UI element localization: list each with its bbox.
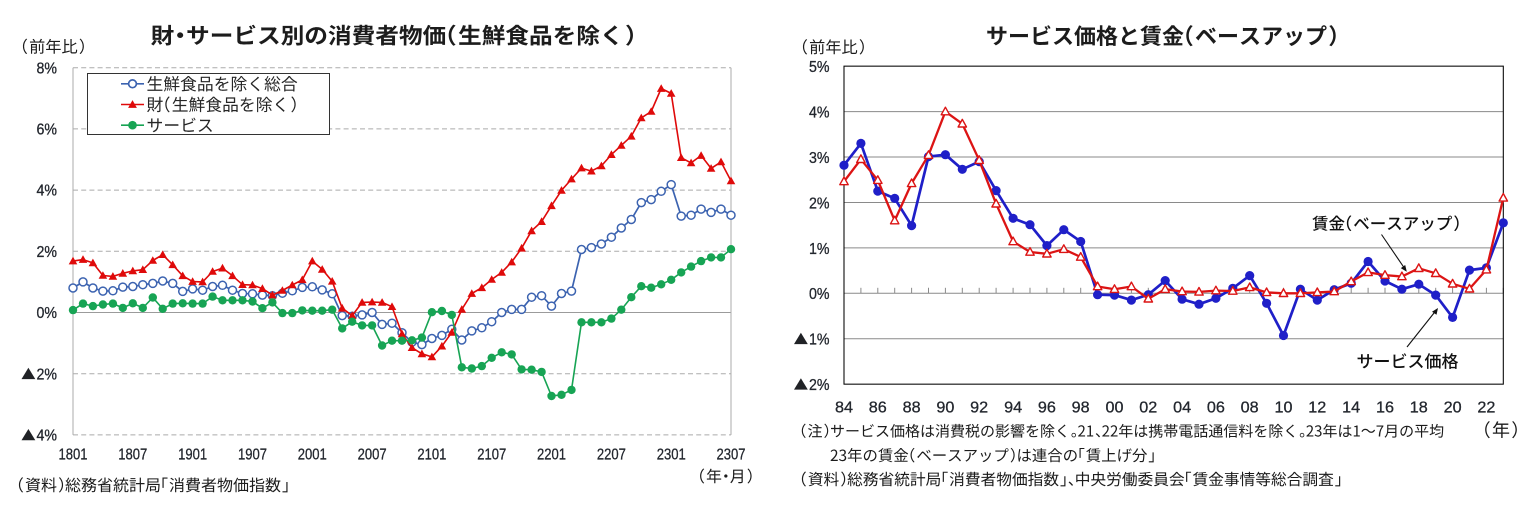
svg-text:2101: 2101	[417, 447, 446, 464]
svg-text:96: 96	[1038, 400, 1056, 417]
svg-text:2%: 2%	[809, 377, 830, 394]
svg-text:0%: 0%	[37, 305, 58, 322]
svg-text:88: 88	[903, 400, 921, 417]
svg-text:84: 84	[835, 400, 853, 417]
svg-text:2%: 2%	[809, 195, 830, 212]
svg-text:94: 94	[1004, 400, 1022, 417]
svg-text:6%: 6%	[37, 122, 58, 139]
svg-text:2007: 2007	[358, 447, 387, 464]
svg-text:12: 12	[1308, 400, 1326, 417]
svg-text:4%: 4%	[37, 183, 58, 200]
svg-text:0%: 0%	[809, 286, 830, 303]
svg-text:2201: 2201	[537, 447, 566, 464]
svg-text:20: 20	[1444, 400, 1462, 417]
svg-text:1807: 1807	[118, 447, 147, 464]
svg-text:86: 86	[869, 400, 887, 417]
svg-text:02: 02	[1139, 400, 1157, 417]
svg-text:04: 04	[1173, 400, 1191, 417]
svg-text:10: 10	[1275, 400, 1293, 417]
svg-text:1901: 1901	[178, 447, 207, 464]
svg-text:14: 14	[1342, 400, 1360, 417]
svg-text:1801: 1801	[59, 447, 88, 464]
svg-text:98: 98	[1072, 400, 1090, 417]
svg-text:90: 90	[936, 400, 954, 417]
svg-text:22: 22	[1477, 400, 1495, 417]
svg-text:2307: 2307	[717, 447, 746, 464]
svg-text:8%: 8%	[37, 60, 58, 77]
svg-text:4%: 4%	[809, 105, 830, 122]
svg-text:2301: 2301	[657, 447, 686, 464]
svg-text:2207: 2207	[597, 447, 626, 464]
svg-text:00: 00	[1106, 400, 1124, 417]
svg-text:3%: 3%	[809, 150, 830, 167]
svg-text:2%: 2%	[37, 366, 58, 383]
svg-text:16: 16	[1376, 400, 1394, 417]
svg-text:1%: 1%	[809, 241, 830, 258]
svg-text:1%: 1%	[809, 331, 830, 348]
svg-text:08: 08	[1241, 400, 1259, 417]
svg-text:92: 92	[970, 400, 988, 417]
svg-text:2107: 2107	[477, 447, 506, 464]
svg-text:18: 18	[1410, 400, 1428, 417]
svg-text:1907: 1907	[238, 447, 267, 464]
svg-text:2001: 2001	[298, 447, 327, 464]
svg-text:06: 06	[1207, 400, 1225, 417]
svg-text:2%: 2%	[37, 244, 58, 261]
svg-text:4%: 4%	[37, 428, 58, 445]
svg-text:5%: 5%	[809, 59, 830, 76]
